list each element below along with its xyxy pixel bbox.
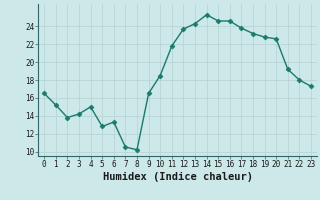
X-axis label: Humidex (Indice chaleur): Humidex (Indice chaleur): [103, 172, 252, 182]
